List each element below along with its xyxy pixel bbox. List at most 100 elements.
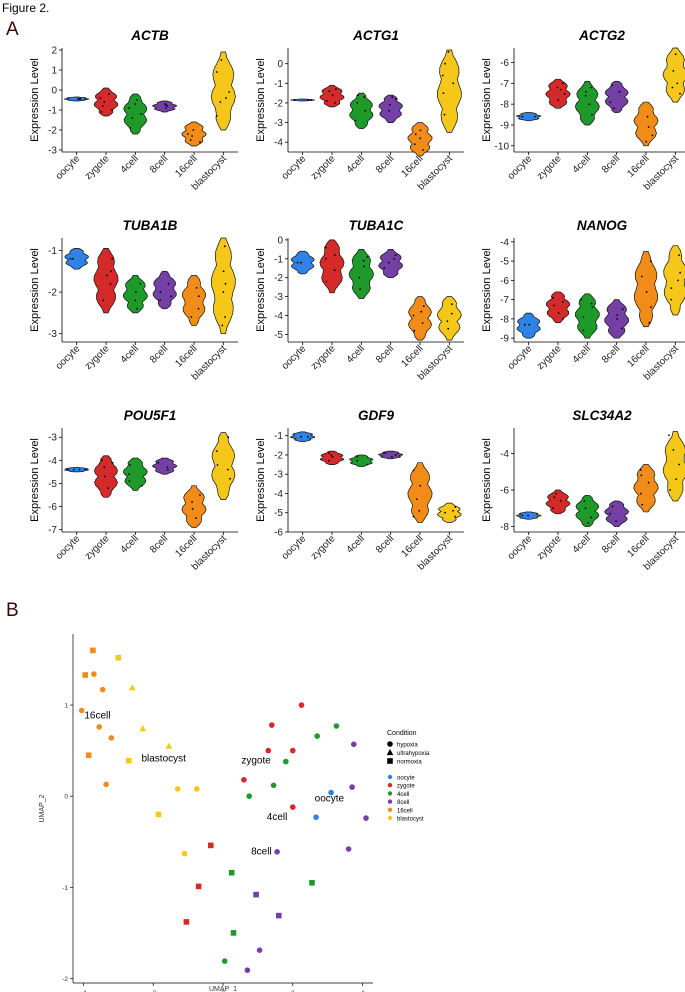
violin-16cell — [407, 462, 433, 523]
umap-point-zygote — [208, 842, 214, 849]
x-tick-label: 8cell — [148, 533, 170, 555]
data-point — [191, 135, 194, 137]
legend-stage-label: 4cell — [397, 792, 409, 798]
violin-8cell — [378, 248, 404, 279]
violin-zygote — [319, 239, 345, 294]
data-point — [333, 269, 336, 271]
violin-4cell — [574, 80, 600, 126]
violin-4cell — [123, 93, 148, 135]
data-point — [227, 436, 230, 439]
violin-panel-actg1: ACTG1 -4 -3 -2 -1 0 Expression Level oocyte zygo… — [255, 28, 464, 193]
data-point — [191, 508, 194, 510]
x-tick-label: 16cell — [399, 343, 425, 369]
figure-title: Figure 2. — [2, 1, 50, 15]
data-point — [159, 299, 162, 302]
data-point — [354, 119, 357, 122]
data-point — [412, 314, 415, 317]
violin-16cell — [407, 122, 433, 157]
violin-4cell — [349, 454, 374, 467]
data-point — [391, 96, 394, 98]
data-point — [136, 307, 139, 310]
data-point — [103, 466, 106, 469]
legend-shape-label: normoxia — [397, 760, 422, 766]
umap-x-tick-label: -4 — [81, 990, 87, 992]
umap-point-4cell — [228, 869, 235, 876]
gene-title: ACTG1 — [352, 28, 399, 43]
x-tick-label: 8cell — [374, 343, 396, 365]
x-tick-label: 8cell — [374, 533, 396, 555]
data-point — [419, 137, 422, 140]
data-point — [534, 115, 536, 118]
data-point — [611, 84, 614, 87]
x-tick-label: zygote — [83, 533, 112, 562]
data-point — [215, 115, 218, 117]
x-tick-label: 16cell — [173, 153, 199, 179]
cluster-label: 16cell — [84, 711, 110, 722]
data-point — [71, 257, 74, 260]
violin-oocyte — [515, 112, 542, 122]
data-point — [669, 489, 671, 491]
data-point — [222, 291, 225, 293]
violin-8cell — [604, 80, 629, 113]
data-point — [584, 94, 587, 97]
data-point — [77, 98, 79, 100]
x-tick-label: zygote — [535, 533, 564, 562]
data-point — [328, 452, 330, 454]
x-tick-label: 8cell — [148, 153, 170, 175]
data-point — [552, 507, 554, 510]
data-point — [447, 51, 450, 53]
y-tick-label: -8 — [500, 314, 509, 325]
data-point — [324, 246, 327, 249]
data-point — [228, 91, 231, 93]
umap-point-zygote — [195, 883, 202, 890]
violin-blastocyst — [210, 237, 236, 335]
data-point — [521, 514, 524, 517]
data-point — [103, 101, 106, 103]
umap-point-blastocyst — [139, 725, 147, 732]
y-tick-label: -4 — [274, 138, 283, 149]
data-point — [225, 97, 227, 99]
umap-point-8cell — [349, 784, 355, 790]
y-tick-label: -4 — [274, 489, 283, 500]
data-point — [157, 461, 160, 464]
data-point — [521, 115, 524, 118]
data-point — [552, 296, 554, 299]
data-point — [327, 459, 330, 462]
y-axis-label: Expression Level — [29, 248, 41, 332]
y-tick-label: -1 — [48, 246, 57, 257]
data-point — [591, 306, 594, 309]
y-axis-label: Expression Level — [255, 58, 267, 142]
data-point — [583, 500, 586, 502]
umap-y-tick-label: 0 — [64, 794, 68, 801]
cluster-label: oocyte — [315, 794, 345, 805]
data-point — [72, 468, 75, 471]
data-point — [450, 312, 453, 315]
data-point — [394, 254, 397, 256]
violin-zygote — [319, 84, 345, 108]
umap-point-8cell — [253, 891, 259, 898]
data-point — [356, 456, 359, 458]
data-point — [387, 261, 390, 264]
umap-y-axis-label: UMAP_2 — [39, 794, 46, 822]
umap-y-tick-label: -1 — [62, 885, 68, 892]
data-point — [166, 466, 169, 469]
umap-point-zygote — [290, 804, 296, 810]
data-point — [528, 323, 531, 326]
data-point — [562, 318, 564, 320]
y-tick-label: -4 — [48, 456, 57, 467]
data-point — [640, 275, 643, 278]
x-tick-label: zygote — [83, 153, 112, 182]
data-point — [363, 96, 365, 98]
data-point — [609, 512, 612, 515]
legend-stage-label: 8cell — [397, 800, 409, 806]
umap-point-16cell — [78, 707, 85, 714]
umap-point-8cell — [244, 967, 251, 973]
data-point — [134, 291, 137, 293]
y-tick-label: -4 — [274, 311, 283, 322]
violin-oocyte — [63, 466, 90, 473]
data-point — [388, 109, 391, 112]
data-point — [621, 308, 624, 311]
x-tick-label: oocyte — [54, 533, 83, 562]
umap-point-8cell — [256, 947, 263, 953]
